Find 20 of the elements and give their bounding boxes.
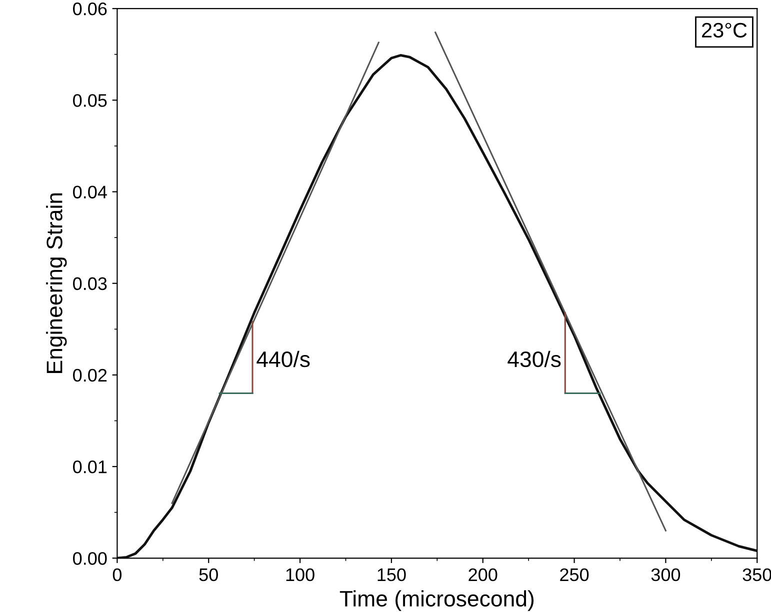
y-tick-label: 0.03 [73, 277, 107, 290]
y-tick-label: 0.00 [73, 552, 107, 565]
x-tick-label: 0 [112, 568, 122, 582]
annotation: 430/s [508, 350, 561, 368]
annotation: 440/s [256, 350, 310, 368]
y-axis-title: Engineering Strain [46, 193, 67, 373]
x-tick-label: 200 [468, 568, 498, 582]
y-tick-label: 0.01 [73, 460, 107, 474]
y-tick-label: 0.05 [73, 94, 107, 107]
annotation: 23°C [702, 22, 747, 38]
x-tick-label: 300 [651, 568, 680, 582]
x-tick-label: 50 [199, 568, 218, 582]
y-tick-label: 0.06 [73, 2, 107, 16]
x-tick-label: 350 [742, 568, 771, 582]
y-tick-label: 0.04 [73, 186, 107, 198]
x-tick-label: 250 [560, 568, 589, 582]
x-tick-label: 100 [286, 568, 314, 582]
x-axis-title: Time (microsecond) [340, 590, 534, 611]
x-tick-label: 150 [378, 568, 406, 582]
y-tick-label: 0.02 [73, 368, 107, 382]
